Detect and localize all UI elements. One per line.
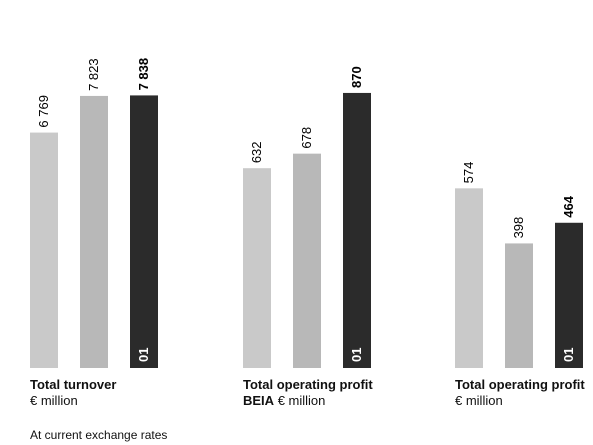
- value-label: 870: [349, 66, 364, 88]
- chart-title: Total turnover € million: [30, 377, 142, 409]
- title-text: Total operating profit BEIA: [243, 377, 373, 408]
- unit-text: € million: [277, 393, 326, 408]
- bar: [555, 222, 583, 368]
- bar: [293, 153, 321, 368]
- bar: [30, 132, 58, 368]
- unit-text: € million: [30, 393, 78, 408]
- category-label: 01: [349, 348, 364, 362]
- category-label: 01: [136, 348, 151, 362]
- title-text: Total turnover: [30, 377, 117, 392]
- chart-title: Total operating profit BEIA € million: [243, 377, 393, 409]
- bar: [130, 95, 158, 369]
- category-label: 01: [561, 348, 576, 362]
- value-label: 6 769: [36, 95, 51, 128]
- value-label: 464: [561, 195, 576, 217]
- title-text: Total operating profit: [455, 377, 585, 392]
- bar: [505, 243, 533, 368]
- bar: [80, 95, 108, 368]
- value-label: 574: [461, 162, 476, 184]
- bar: [455, 188, 483, 368]
- value-label: 678: [299, 127, 314, 149]
- value-label: 632: [249, 141, 264, 163]
- value-label: 398: [511, 217, 526, 239]
- footnote: At current exchange rates: [30, 428, 168, 442]
- unit-text: € million: [455, 393, 503, 408]
- chart-title: Total operating profit € million: [455, 377, 593, 409]
- bar: [243, 168, 271, 368]
- bar: [343, 92, 371, 368]
- value-label: 7 823: [86, 58, 101, 91]
- value-label: 7 838: [136, 58, 151, 91]
